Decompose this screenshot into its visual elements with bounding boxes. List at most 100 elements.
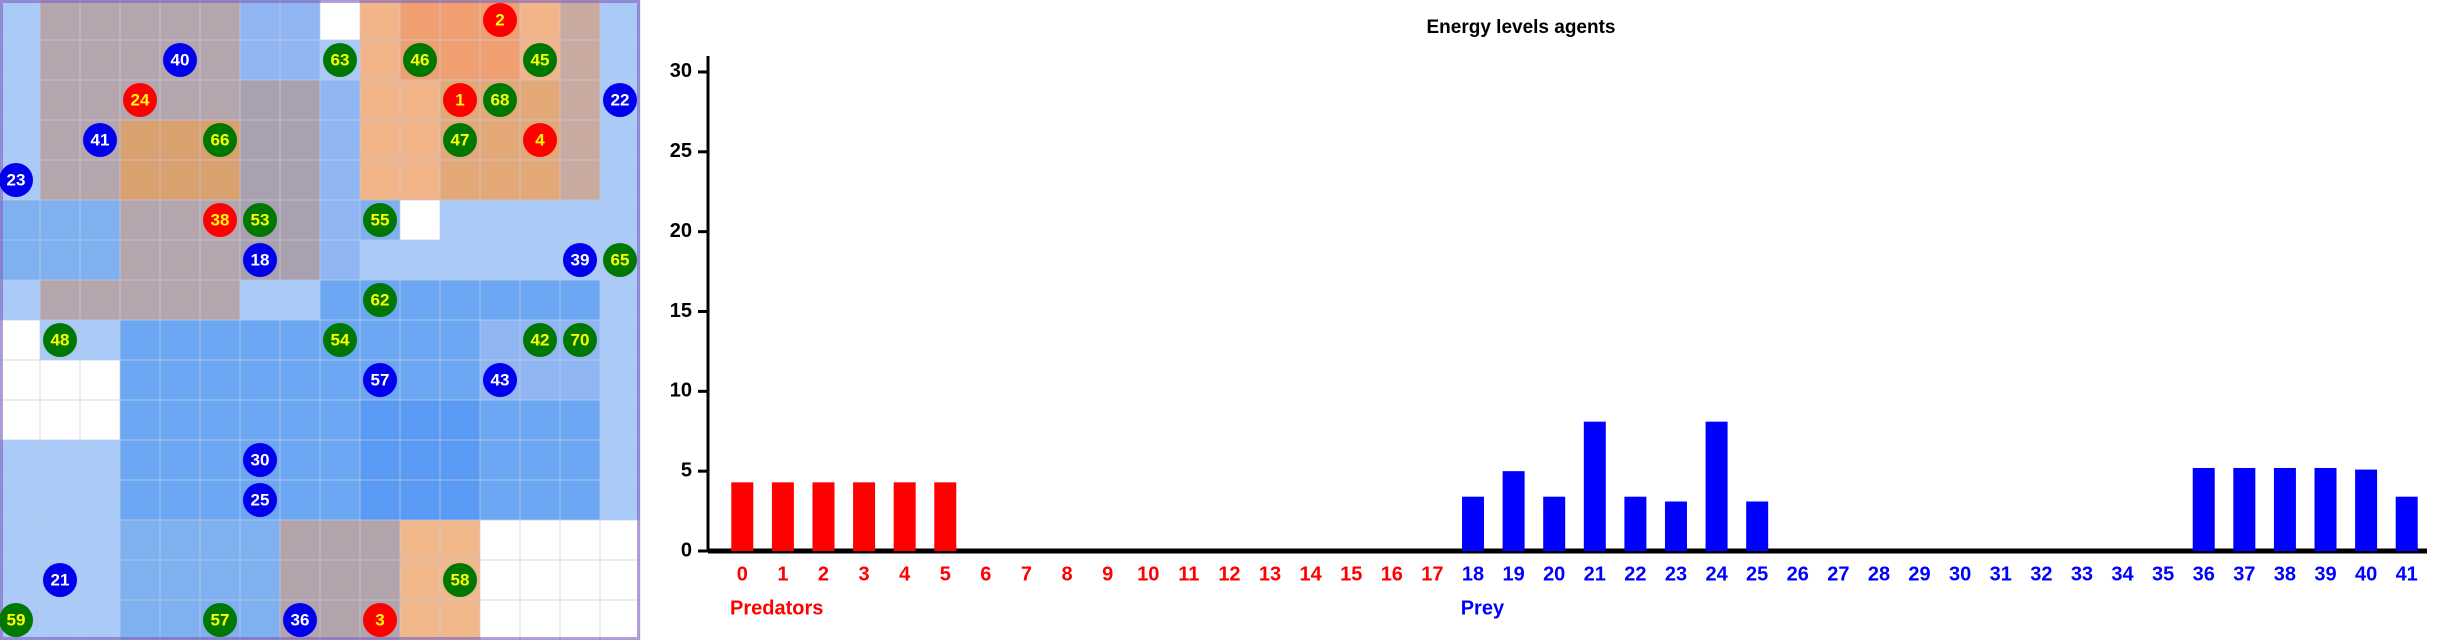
agent-label: 41 — [91, 130, 110, 149]
agent-label: 18 — [251, 250, 270, 269]
bar — [1502, 471, 1525, 551]
agent-body — [283, 603, 317, 637]
agent: 54 — [323, 323, 357, 357]
agent-label: 59 — [7, 610, 26, 629]
agent-body — [363, 603, 397, 637]
bar — [934, 482, 957, 551]
x-tick-label: 31 — [1990, 563, 2012, 585]
agent-label: 68 — [491, 90, 510, 109]
bar — [1462, 496, 1485, 551]
x-tick-label: 7 — [1021, 563, 1032, 585]
x-tick-label: 34 — [2111, 563, 2134, 585]
world-border — [0, 0, 640, 640]
agent-label: 46 — [411, 50, 430, 69]
bar — [1624, 496, 1647, 551]
agent-label: 66 — [211, 130, 230, 149]
bar — [1705, 421, 1728, 551]
agent-label: 57 — [211, 610, 230, 629]
x-tick-label: 1 — [777, 563, 788, 585]
x-tick-label: 17 — [1421, 563, 1443, 585]
x-tick-label: 32 — [2030, 563, 2052, 585]
bar — [2314, 467, 2337, 551]
agent: 68 — [483, 83, 517, 117]
agent-body — [443, 123, 477, 157]
x-tick-label: 30 — [1949, 563, 1971, 585]
agent-body — [323, 43, 357, 77]
agent-body — [0, 163, 33, 197]
agent-label: 70 — [571, 330, 590, 349]
agent: 4 — [523, 123, 557, 157]
bar — [1664, 501, 1687, 551]
agent-label: 65 — [611, 250, 630, 269]
agent-body — [483, 3, 517, 37]
terrain-region — [400, 200, 440, 240]
agent-label: 38 — [211, 210, 230, 229]
agent: 47 — [443, 123, 477, 157]
agent-label: 63 — [331, 50, 350, 69]
terrain-region — [320, 80, 360, 280]
agent-label: 57 — [371, 370, 390, 389]
agent-body — [203, 203, 237, 237]
agent: 2 — [483, 3, 517, 37]
x-tick-label: 6 — [980, 563, 991, 585]
bar — [2395, 496, 2418, 551]
agent-body — [483, 363, 517, 397]
agent-label: 39 — [571, 250, 590, 269]
x-tick-label: 22 — [1624, 563, 1646, 585]
agent-label: 54 — [331, 330, 350, 349]
x-tick-label: 20 — [1543, 563, 1565, 585]
agent: 55 — [363, 203, 397, 237]
agent: 63 — [323, 43, 357, 77]
agent-body — [523, 323, 557, 357]
agent-body — [363, 203, 397, 237]
agent-body — [123, 83, 157, 117]
bar — [1746, 501, 1769, 551]
agent: 45 — [523, 43, 557, 77]
agent-body — [563, 323, 597, 357]
terrain-region — [0, 320, 40, 440]
x-tick-label: 19 — [1502, 563, 1524, 585]
agent-label: 21 — [51, 570, 70, 589]
agent: 23 — [0, 163, 33, 197]
agent: 46 — [403, 43, 437, 77]
agent: 41 — [83, 123, 117, 157]
y-tick-label: 0 — [681, 539, 692, 561]
agent-label: 25 — [251, 490, 270, 509]
x-tick-label: 21 — [1584, 563, 1606, 585]
x-tick-label: 41 — [2396, 563, 2418, 585]
agent-label: 22 — [611, 90, 630, 109]
x-tick-label: 2 — [818, 563, 829, 585]
agent: 40 — [163, 43, 197, 77]
bar — [2192, 467, 2215, 551]
agent: 53 — [243, 203, 277, 237]
agent-label: 4 — [535, 130, 545, 149]
agent-body — [363, 283, 397, 317]
agent: 1 — [443, 83, 477, 117]
x-tick-label: 29 — [1908, 563, 1930, 585]
agent: 25 — [243, 483, 277, 517]
agent-body — [243, 203, 277, 237]
agent-label: 42 — [531, 330, 550, 349]
agent-body — [443, 83, 477, 117]
bar — [2233, 467, 2256, 551]
agent-body — [443, 563, 477, 597]
agent-label: 55 — [371, 210, 390, 229]
agent-label: 3 — [375, 610, 384, 629]
agent-label: 24 — [131, 90, 150, 109]
agent: 43 — [483, 363, 517, 397]
y-tick-label: 15 — [670, 300, 692, 322]
agent: 58 — [443, 563, 477, 597]
agent-label: 45 — [531, 50, 550, 69]
x-tick-label: 23 — [1665, 563, 1687, 585]
x-tick-label: 12 — [1218, 563, 1240, 585]
agent-body — [243, 483, 277, 517]
x-tick-label: 15 — [1340, 563, 1362, 585]
y-tick-label: 10 — [670, 380, 692, 402]
x-tick-label: 28 — [1868, 563, 1890, 585]
x-tick-label: 4 — [899, 563, 911, 585]
bar — [1543, 496, 1566, 551]
series-label: Predators — [730, 597, 823, 619]
agent-body — [43, 563, 77, 597]
agent-body — [163, 43, 197, 77]
